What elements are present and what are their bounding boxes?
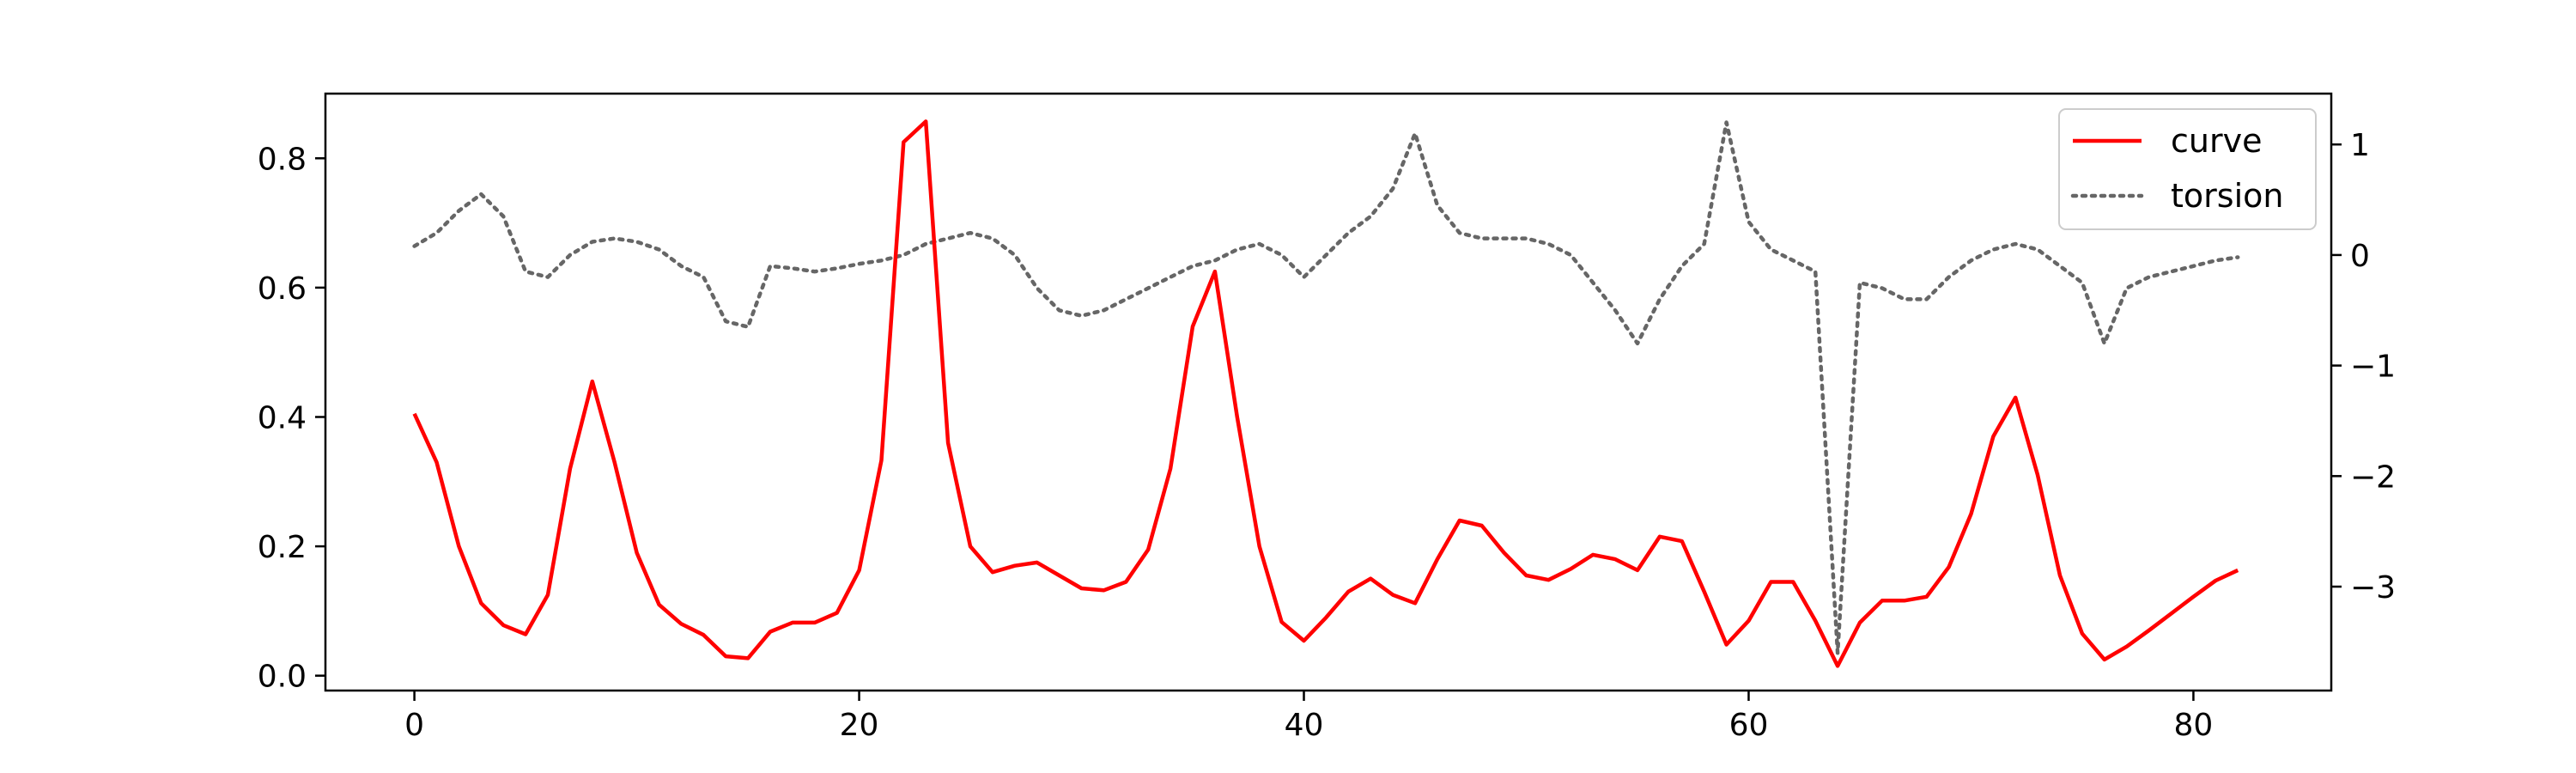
y-axis-right: −3 −2 −1 0 1: [2331, 128, 2396, 606]
y2-tick-label: −3: [2350, 570, 2396, 606]
y-tick-label: 0.8: [258, 142, 307, 177]
x-tick-label: 0: [404, 708, 424, 743]
legend-label-torsion: torsion: [2171, 177, 2283, 215]
y-tick-label: 0.0: [258, 660, 307, 695]
plot-frame: [324, 92, 2333, 692]
legend-label-curve: curve: [2171, 122, 2262, 160]
y2-tick-label: −1: [2350, 350, 2396, 385]
series-line-curve: [412, 119, 2239, 668]
x-tick-label: 20: [840, 708, 879, 743]
x-tick-label: 80: [2174, 708, 2214, 743]
y-tick-label: 0.2: [258, 530, 307, 565]
y2-tick-label: 1: [2350, 128, 2370, 163]
plot-lines: [412, 119, 2240, 668]
x-tick-label: 60: [1729, 708, 1769, 743]
y2-tick-label: 0: [2350, 239, 2370, 274]
x-tick-label: 40: [1285, 708, 1324, 743]
legend: curve torsion: [2058, 108, 2317, 230]
y2-tick-label: −2: [2350, 460, 2396, 495]
series-line-torsion: [412, 120, 2240, 655]
y-axis-left: 0.0 0.2 0.4 0.6 0.8: [258, 142, 325, 695]
y-tick-label: 0.4: [258, 400, 307, 435]
y-tick-label: 0.6: [258, 271, 307, 307]
x-axis: 0 20 40 60 80: [404, 691, 2213, 743]
